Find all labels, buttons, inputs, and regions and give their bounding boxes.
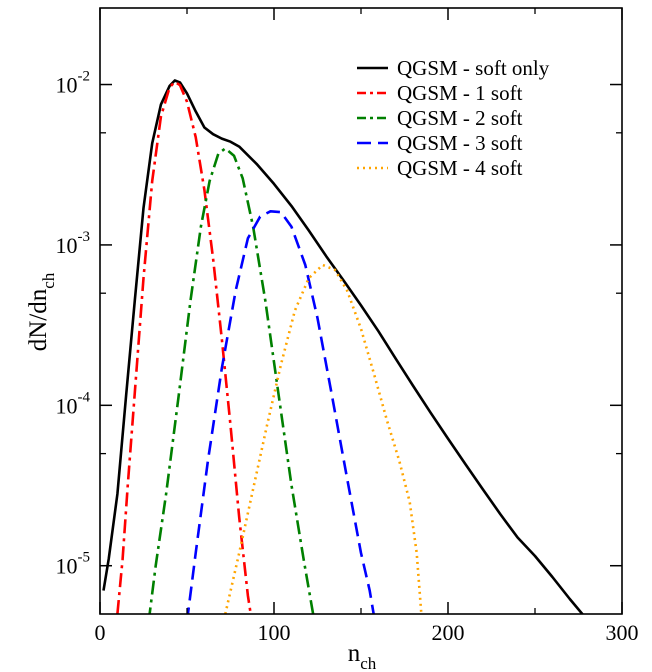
y-tick-label-base: 10: [56, 73, 78, 98]
y-tick-label-exponent: -2: [78, 69, 91, 85]
x-axis-title-sub: ch: [360, 654, 377, 672]
y-tick-label: 10-3: [56, 229, 91, 258]
series-line-2: [148, 147, 315, 614]
y-tick-label: 10-4: [56, 389, 91, 418]
y-tick-label-exponent: -3: [78, 229, 91, 245]
y-tick-label-exponent: -5: [78, 550, 91, 566]
x-axis-title: nch: [348, 640, 377, 672]
plot-frame: [99, 7, 623, 615]
series-line-3: [186, 210, 375, 614]
y-tick-label-base: 10: [56, 233, 78, 258]
legend-label-1: QGSM - 1 soft: [397, 81, 523, 105]
legend-label-3: QGSM - 3 soft: [397, 131, 523, 155]
x-tick-label: 200: [432, 620, 465, 645]
x-tick-label: 300: [606, 620, 639, 645]
y-axis-title: dN/dnch: [25, 272, 58, 351]
x-tick-label: 0: [95, 620, 106, 645]
series-line-1: [116, 80, 253, 614]
legend-label-0: QGSM - soft only: [397, 56, 550, 80]
series-layer: [102, 79, 585, 614]
legend-label-2: QGSM - 2 soft: [397, 106, 523, 130]
y-tick-label-base: 10: [56, 554, 78, 579]
series-line-4: [224, 263, 423, 614]
x-axis-title-main: n: [348, 640, 361, 667]
y-tick-label: 10-5: [56, 550, 91, 579]
y-axis-title-sub: ch: [39, 272, 58, 289]
ticks-layer: [99, 8, 623, 614]
legend-label-4: QGSM - 4 soft: [397, 156, 523, 180]
series-line-0: [102, 79, 585, 614]
y-axis-title-main: dN/dn: [25, 288, 52, 351]
y-tick-label-base: 10: [56, 393, 78, 418]
x-tick-label: 100: [258, 620, 291, 645]
y-tick-label: 10-2: [56, 69, 91, 98]
y-tick-label-exponent: -4: [78, 389, 91, 405]
